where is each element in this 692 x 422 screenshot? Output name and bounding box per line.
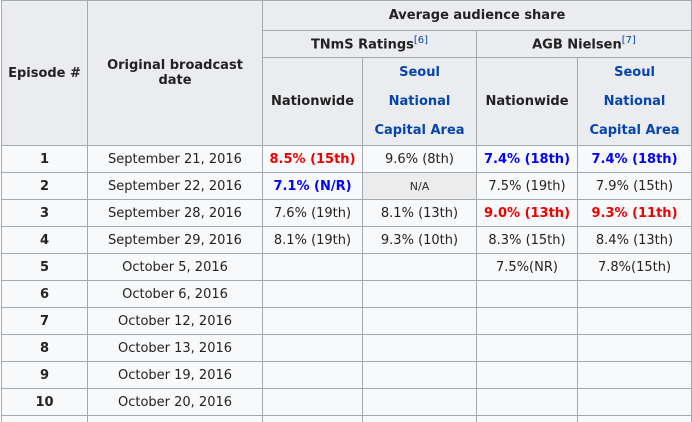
episode-cell: 3 [1, 199, 88, 227]
rating-cell [476, 307, 578, 335]
rating-cell: 7.5%(NR) [476, 253, 578, 281]
rating-cell [362, 334, 477, 362]
episode-cell: 4 [1, 226, 88, 254]
header-cell: Nationwide [262, 57, 363, 146]
episode-cell: 1 [1, 145, 88, 173]
table-row: 11October 26, 2016 [1, 415, 692, 422]
rating-cell [476, 415, 578, 422]
table-row: 2 September 22, 2016 7.1% (N/R) N/A 7.5% (19… [1, 172, 692, 200]
rating-cell: 9.3% (10th) [362, 226, 477, 254]
rating-cell [362, 388, 477, 416]
rating-cell: 8.1% (13th) [362, 199, 477, 227]
header-cell: TNmS Ratings[6] [262, 30, 477, 58]
date-cell: October 12, 2016 [87, 307, 263, 335]
header-link[interactable]: Seoul National Capital Area [362, 57, 477, 146]
header-cell: Original broadcast date [87, 0, 263, 146]
date-cell: October 19, 2016 [87, 361, 263, 389]
rating-cell [262, 280, 363, 308]
rating-cell [262, 307, 363, 335]
rating-cell [262, 361, 363, 389]
table-row: 9 October 19, 2016 [1, 361, 692, 389]
date-cell: September 28, 2016 [87, 199, 263, 227]
rating-cell [577, 280, 692, 308]
rating-cell: 7.8%(15th) [577, 253, 692, 281]
rating-cell [262, 388, 363, 416]
rating-cell [476, 361, 578, 389]
rating-cell [262, 415, 363, 422]
rating-cell: 7.4% (18th) [577, 145, 692, 173]
date-cell: September 29, 2016 [87, 226, 263, 254]
rating-cell [476, 388, 578, 416]
episode-cell: 6 [1, 280, 88, 308]
rating-cell: 8.3% (15th) [476, 226, 578, 254]
episode-cell: 2 [1, 172, 88, 200]
header-text: TNmS Ratings [310, 37, 414, 53]
rating-cell [362, 253, 477, 281]
table-row: 10 October 20, 2016 [1, 388, 692, 416]
header-cell: Episode # [1, 0, 88, 146]
rating-cell: 7.5% (19th) [476, 172, 578, 200]
rating-cell [262, 253, 363, 281]
date-cell: October 6, 2016 [87, 280, 263, 308]
rating-cell: 8.1% (19th) [262, 226, 363, 254]
rating-cell [262, 334, 363, 362]
reference[interactable]: [6] [413, 35, 429, 47]
rating-cell [577, 388, 692, 416]
date-cell: October 20, 2016 [87, 388, 263, 416]
rating-cell: 7.4% (18th) [476, 145, 578, 173]
rating-cell [362, 307, 477, 335]
rating-cell: 8.5% (15th) [262, 145, 363, 173]
table-row: 5 October 5, 2016 7.5%(NR) 7.8%(15th) [1, 253, 692, 281]
rating-cell [362, 415, 477, 422]
header-cell: AGB Nielsen[7] [476, 30, 692, 58]
episode-cell: 8 [1, 334, 88, 362]
date-cell: October 13, 2016 [87, 334, 263, 362]
table-row: 6 October 6, 2016 [1, 280, 692, 308]
date-cell: September 21, 2016 [87, 145, 263, 173]
rating-cell [577, 334, 692, 362]
date-cell: October 26, 2016 [87, 415, 263, 422]
rating-cell: 9.3% (11th) [577, 199, 692, 227]
rating-cell [577, 361, 692, 389]
table-row: 3 September 28, 2016 7.6% (19th) 8.1% (13th… [1, 199, 692, 227]
episode-cell: 5 [1, 253, 88, 281]
header-text: AGB Nielsen [532, 37, 622, 53]
table-row: 8 October 13, 2016 [1, 334, 692, 362]
table-row: 1 September 21, 2016 8.5% (15th) 9.6% (8th)… [1, 145, 692, 173]
rating-cell [577, 307, 692, 335]
rating-cell [362, 361, 477, 389]
rating-cell [577, 415, 692, 422]
header-link[interactable]: Seoul National Capital Area [577, 57, 692, 146]
header-cell: Nationwide [476, 57, 578, 146]
date-cell: October 5, 2016 [87, 253, 263, 281]
table-row: 7 October 12, 2016 [1, 307, 692, 335]
rating-cell: 7.9% (15th) [577, 172, 692, 200]
date-cell: September 22, 2016 [87, 172, 263, 200]
rating-cell: 7.6% (19th) [262, 199, 363, 227]
episode-cell: 7 [1, 307, 88, 335]
reference[interactable]: [7] [621, 35, 636, 47]
table-body: 1 September 21, 2016 8.5% (15th) 9.6% (8th)… [1, 145, 692, 422]
table-row: 4 September 29, 2016 8.1% (19th) 9.3% (10th… [1, 226, 692, 254]
rating-cell [362, 280, 477, 308]
rating-cell: 9.6% (8th) [362, 145, 477, 173]
episode-cell: 9 [1, 361, 88, 389]
rating-cell: 8.4% (13th) [577, 226, 692, 254]
rating-cell: N/A [362, 172, 477, 200]
rating-cell: 7.1% (N/R) [262, 172, 363, 200]
rating-cell: 9.0% (13th) [476, 199, 578, 227]
episode-cell: 11 [1, 415, 88, 422]
rating-cell [476, 334, 578, 362]
episode-cell: 10 [1, 388, 88, 416]
header-cell: Average audience share [262, 0, 692, 31]
rating-cell [476, 280, 578, 308]
